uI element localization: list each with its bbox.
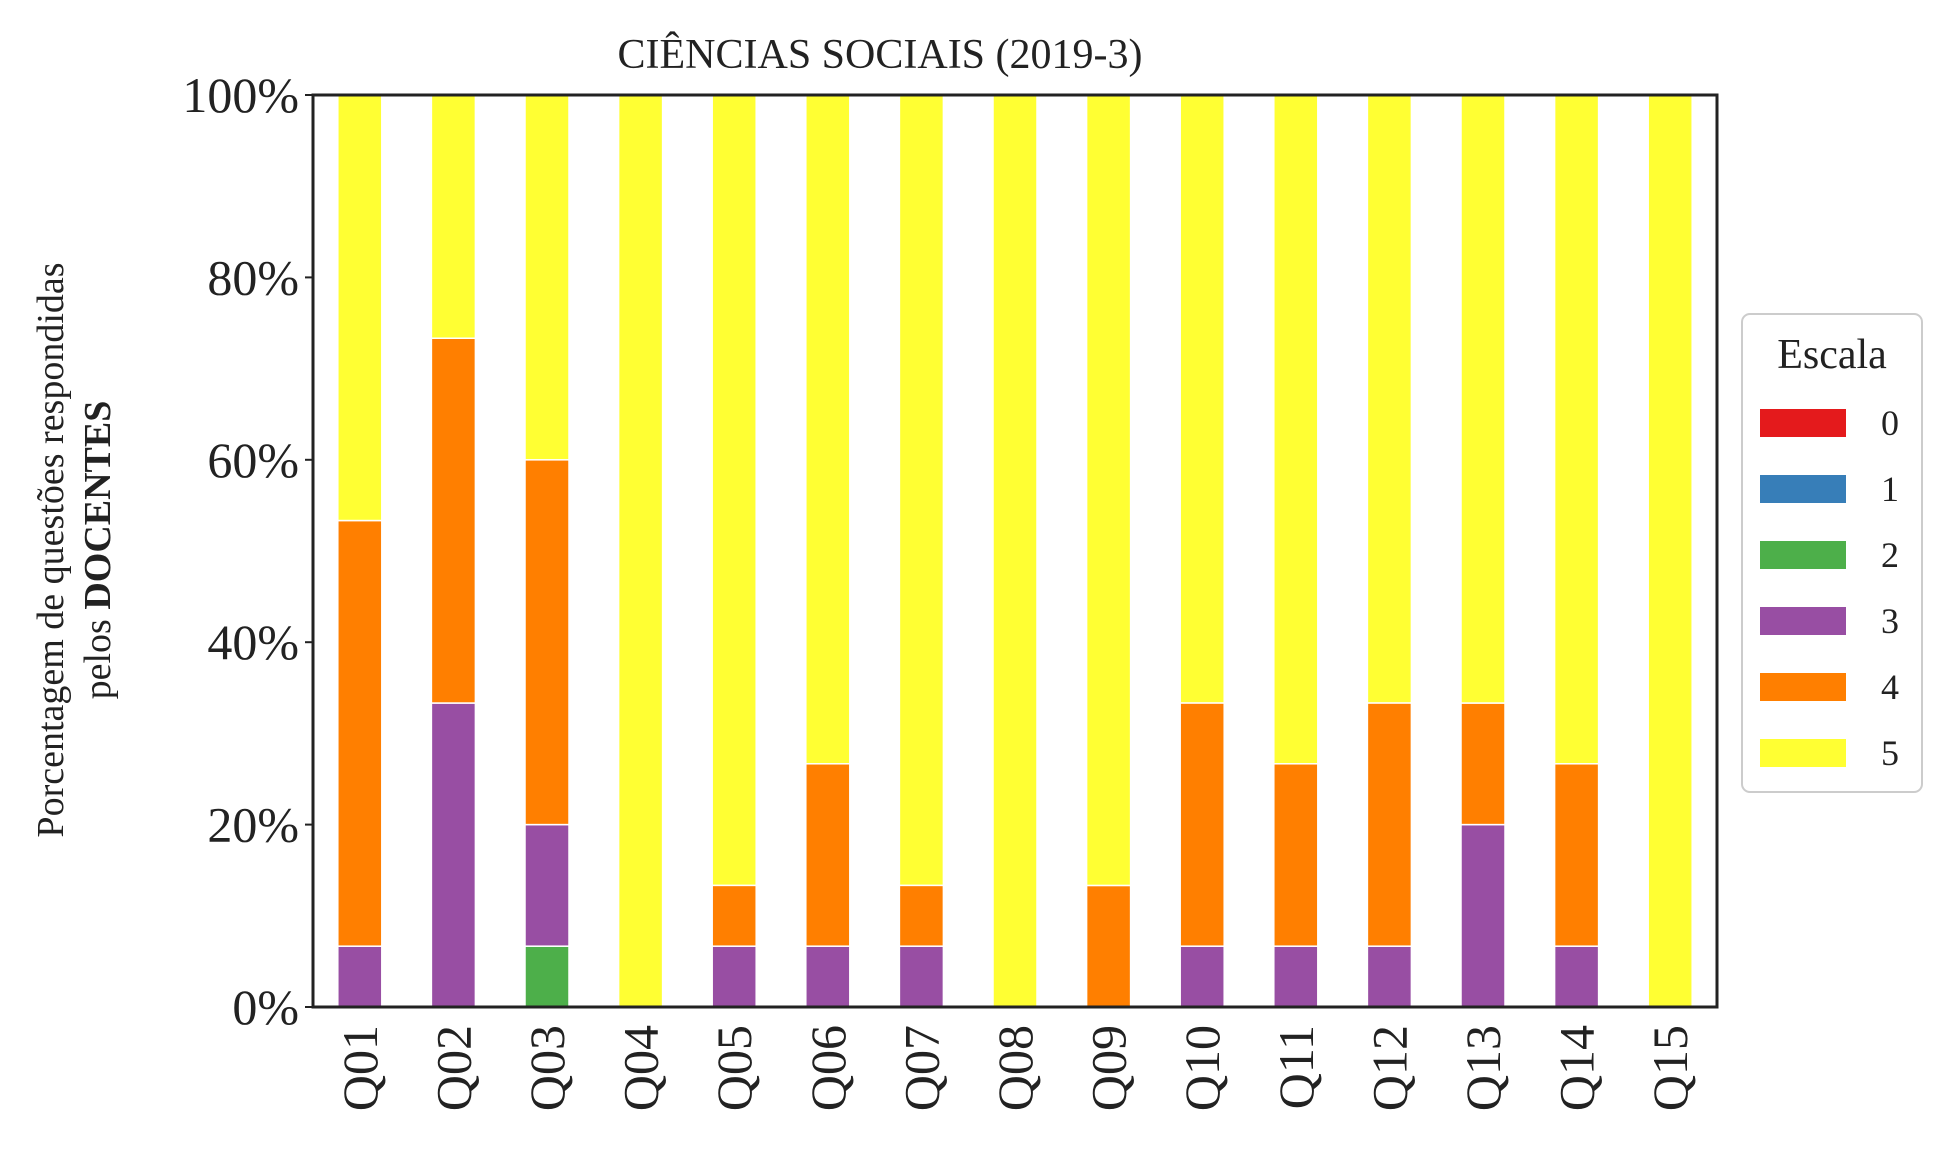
x-tick-label-Q02: Q02 [425,1025,481,1111]
x-tick-label-Q08: Q08 [987,1025,1043,1111]
bar-Q11-scale-5 [1273,94,1319,765]
y-tick-label: 0% [232,979,299,1035]
bar-Q07-scale-3 [898,945,945,1008]
x-tick-label-Q13: Q13 [1455,1025,1511,1111]
bar-Q13-scale-5 [1460,94,1506,704]
bar-Q01-scale-5 [337,94,383,522]
x-tick-label-Q07: Q07 [893,1025,949,1111]
chart-title: CIÊNCIAS SOCIAIS (2019-3) [618,31,1143,78]
bar-Q05-scale-5 [711,94,757,887]
bar-Q14-scale-5 [1553,94,1600,765]
y-ticks-group: 0% 20% 40% 60% 80% 100% [182,67,313,1035]
legend-swatch-0 [1760,409,1846,437]
plot-frame [311,93,1719,1009]
bar-Q02-scale-5 [430,94,477,339]
bar-Q06-scale-5 [805,94,851,765]
bar-Q11-scale-4 [1273,763,1319,947]
x-tick-label-Q01: Q01 [332,1025,388,1111]
bar-Q10-scale-3 [1179,945,1225,1008]
y-tick-label: 100% [182,67,299,123]
legend-label-0: 0 [1881,403,1899,443]
legend-label-5: 5 [1881,733,1899,773]
bar-Q12-scale-3 [1366,945,1413,1008]
x-tick-label-Q09: Q09 [1081,1025,1137,1111]
legend-swatch-2 [1760,541,1846,569]
y-axis-label-prefix: pelos [77,610,119,700]
x-tick-label-Q06: Q06 [800,1025,856,1111]
y-tick-label: 40% [207,614,299,670]
bar-Q02-scale-3 [430,702,477,1008]
bar-Q09-scale-4 [1085,884,1132,1008]
legend-label-1: 1 [1881,469,1899,509]
legend-title: Escala [1777,332,1887,378]
x-tick-label-Q15: Q15 [1642,1025,1698,1111]
x-tick-label-Q10: Q10 [1174,1025,1230,1111]
bar-Q12-scale-4 [1366,702,1413,947]
x-tick-label-Q04: Q04 [613,1025,669,1111]
x-tick-label-Q03: Q03 [519,1025,575,1111]
x-tick-label-Q05: Q05 [706,1025,762,1111]
bar-Q01-scale-4 [337,519,383,947]
y-axis-label-line2: pelos DOCENTES [77,401,119,700]
x-tick-label-Q14: Q14 [1549,1025,1605,1111]
x-ticks-group: Q01 Q02 Q03 Q04 Q05 Q06 Q07 Q08 Q09 Q10 Q11 Q12 Q13 Q… [332,1025,1698,1111]
bar-Q12-scale-5 [1366,94,1413,704]
y-tick-label: 80% [207,249,299,305]
bar-Q06-scale-3 [805,945,851,1008]
bar-Q05-scale-4 [711,884,757,947]
y-tick-label: 60% [207,432,299,488]
y-axis-label-line1: Porcentagem de questões respondidas [30,262,72,837]
bar-Q10-scale-4 [1179,702,1225,947]
y-tick-label: 20% [207,797,299,853]
legend-swatch-3 [1760,607,1846,635]
x-tick-label-Q11: Q11 [1268,1025,1324,1109]
bar-Q14-scale-3 [1553,945,1600,1008]
bar-Q13-scale-3 [1460,823,1506,1008]
bar-Q04-scale-5 [617,94,664,1008]
legend-label-2: 2 [1881,535,1899,575]
bar-Q15-scale-5 [1647,94,1693,1008]
legend-items: 0 1 2 3 4 5 [1760,403,1899,773]
legend-label-4: 4 [1881,667,1899,707]
legend-label-3: 3 [1881,601,1899,641]
bar-Q07-scale-5 [898,94,945,887]
bar-Q03-scale-3 [524,823,570,947]
bar-Q05-scale-3 [711,945,757,1008]
bar-Q09-scale-5 [1085,94,1132,887]
legend-swatch-1 [1760,475,1846,503]
y-axis-label-bold: DOCENTES [77,401,119,610]
bar-Q07-scale-4 [898,884,945,947]
legend-swatch-4 [1760,673,1846,701]
x-tick-label-Q12: Q12 [1361,1025,1417,1111]
bar-Q14-scale-4 [1553,763,1600,947]
legend: Escala 0 1 2 3 4 5 [1741,313,1923,793]
bar-Q03-scale-2 [524,945,570,1008]
bars-group [337,94,1693,1008]
bar-Q13-scale-4 [1460,702,1506,826]
bar-Q01-scale-3 [337,945,383,1008]
bar-Q11-scale-3 [1273,945,1319,1008]
bar-Q08-scale-5 [992,94,1038,1008]
bar-Q03-scale-4 [524,459,570,826]
legend-swatch-5 [1760,739,1846,767]
bar-Q10-scale-5 [1179,94,1225,704]
bar-Q06-scale-4 [805,763,851,947]
bar-Q03-scale-5 [524,94,570,461]
bar-Q02-scale-4 [430,337,477,704]
